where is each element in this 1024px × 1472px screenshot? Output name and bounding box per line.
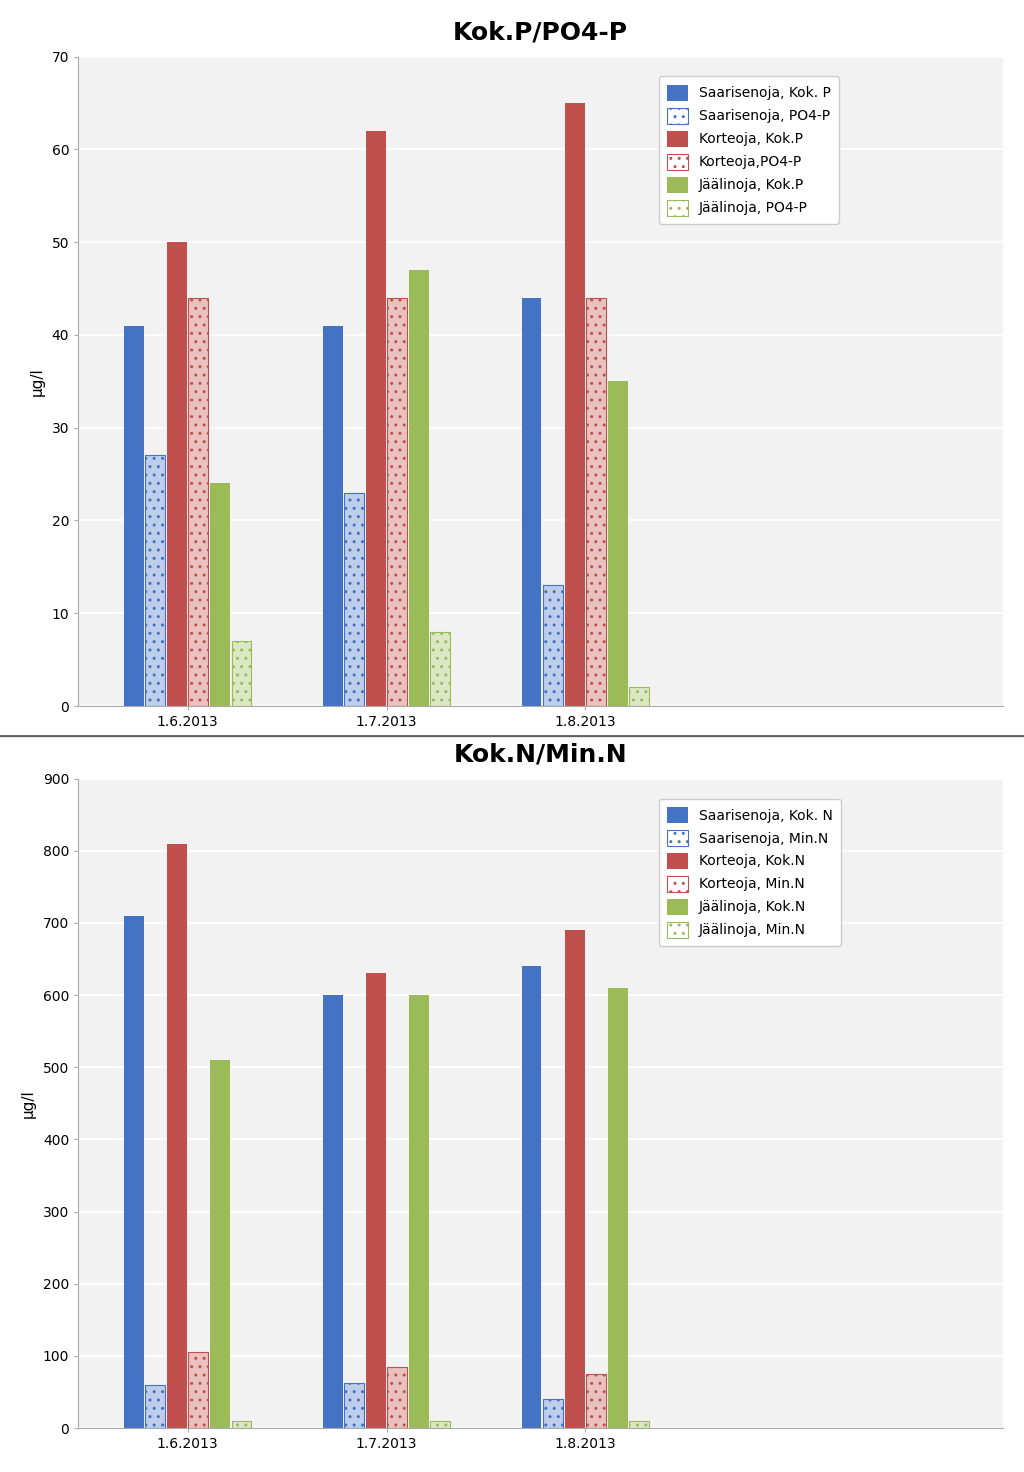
Bar	[608, 381, 628, 707]
Bar	[387, 1367, 408, 1428]
Bar	[630, 1420, 649, 1428]
Bar	[188, 297, 208, 707]
Bar	[344, 493, 365, 707]
Bar	[543, 1400, 563, 1428]
Bar	[430, 631, 451, 707]
Bar	[543, 586, 563, 707]
Bar	[366, 131, 386, 707]
Bar	[587, 297, 606, 707]
Bar	[231, 1420, 251, 1428]
Title: Kok.N/Min.N: Kok.N/Min.N	[454, 743, 628, 767]
Bar	[323, 995, 343, 1428]
Y-axis label: µg/l: µg/l	[30, 367, 45, 396]
Bar	[366, 973, 386, 1428]
Legend: Saarisenoja, Kok. P, Saarisenoja, PO4-P, Korteoja, Kok.P, Korteoja,PO4-P, Jäälin: Saarisenoja, Kok. P, Saarisenoja, PO4-P,…	[658, 77, 839, 224]
Bar	[565, 103, 585, 707]
Bar	[521, 966, 542, 1428]
Bar	[630, 687, 649, 707]
Bar	[167, 241, 186, 707]
Bar	[409, 995, 429, 1428]
Bar	[587, 297, 606, 707]
Bar	[231, 1420, 251, 1428]
Bar	[587, 1373, 606, 1428]
Bar	[323, 325, 343, 707]
Bar	[145, 455, 165, 707]
Bar	[145, 1385, 165, 1428]
Bar	[543, 1400, 563, 1428]
Bar	[344, 1382, 365, 1428]
Bar	[231, 642, 251, 707]
Bar	[521, 297, 542, 707]
Bar	[430, 631, 451, 707]
Bar	[145, 455, 165, 707]
Bar	[543, 586, 563, 707]
Bar	[167, 843, 186, 1428]
Bar	[210, 483, 229, 707]
Bar	[630, 687, 649, 707]
Y-axis label: µg/l: µg/l	[20, 1089, 36, 1117]
Title: Kok.P/PO4-P: Kok.P/PO4-P	[454, 21, 628, 44]
Bar	[430, 1420, 451, 1428]
Bar	[387, 1367, 408, 1428]
Bar	[387, 297, 408, 707]
Bar	[409, 269, 429, 707]
Bar	[565, 930, 585, 1428]
Bar	[608, 988, 628, 1428]
Bar	[344, 493, 365, 707]
Bar	[210, 1060, 229, 1428]
Bar	[145, 1385, 165, 1428]
Bar	[387, 297, 408, 707]
Bar	[231, 642, 251, 707]
Bar	[630, 1420, 649, 1428]
Bar	[188, 1353, 208, 1428]
Bar	[124, 325, 143, 707]
Bar	[344, 1382, 365, 1428]
Bar	[188, 1353, 208, 1428]
Legend: Saarisenoja, Kok. N, Saarisenoja, Min.N, Korteoja, Kok.N, Korteoja, Min.N, Jääli: Saarisenoja, Kok. N, Saarisenoja, Min.N,…	[658, 798, 841, 946]
Bar	[430, 1420, 451, 1428]
Bar	[587, 1373, 606, 1428]
Bar	[124, 916, 143, 1428]
Bar	[188, 297, 208, 707]
